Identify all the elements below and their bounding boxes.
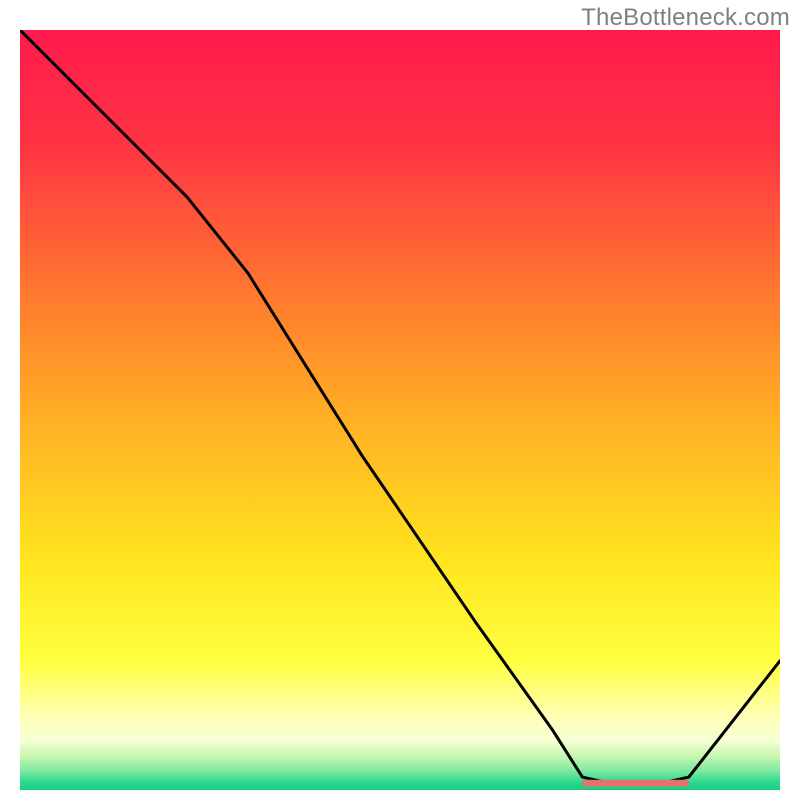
optimal-range-marker	[582, 780, 688, 787]
watermark-label: TheBottleneck.com	[581, 4, 790, 32]
chart-canvas: TheBottleneck.com	[0, 0, 800, 800]
chart-plot-area	[20, 30, 780, 790]
chart-svg	[20, 30, 780, 790]
